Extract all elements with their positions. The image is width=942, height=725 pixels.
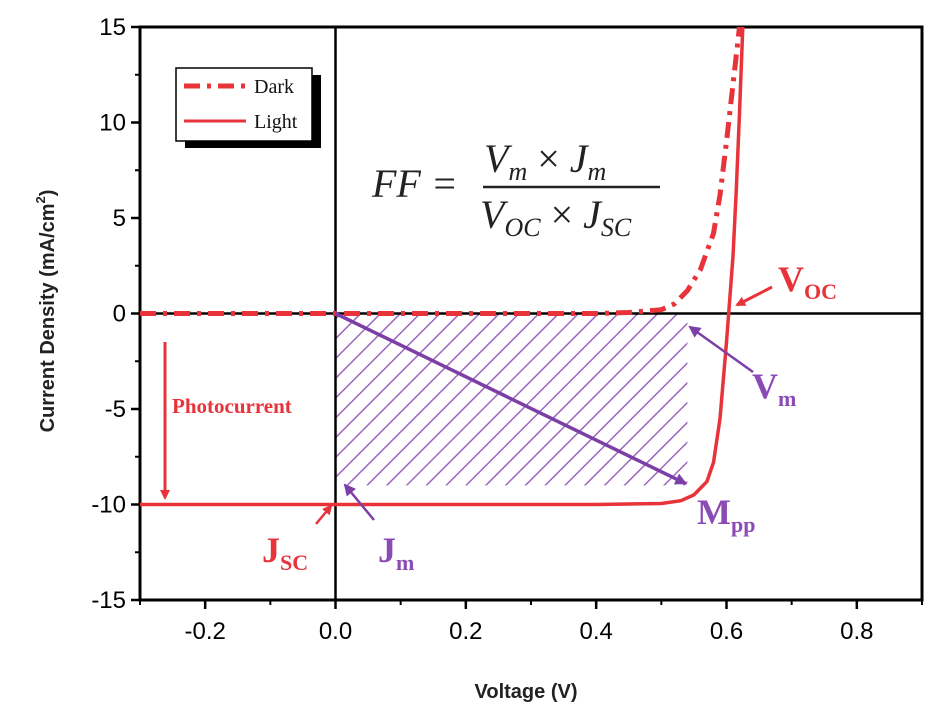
y-tick-label: 15 xyxy=(99,14,126,41)
series-dark-line xyxy=(140,26,742,316)
voc-pointer-arrow xyxy=(735,285,773,307)
photocurrent-label: Photocurrent xyxy=(172,394,292,418)
formula-numerator: Vm × Jm xyxy=(484,136,606,186)
y-tick-label: 10 xyxy=(99,110,126,137)
legend-dark-label: Dark xyxy=(254,76,294,98)
legend-light-label: Light xyxy=(254,111,298,133)
y-tick-label: -15 xyxy=(91,587,126,614)
x-tick-label: 0.2 xyxy=(449,618,482,645)
jsc-label: JSC xyxy=(262,530,308,575)
jm-label: Jm xyxy=(378,530,414,575)
x-tick-label: 0.4 xyxy=(579,618,612,645)
jsc-pointer-arrow xyxy=(315,504,333,525)
axis-ticks: -0.2 0.0 0.2 0.4 0.6 0.8 15 10 5 0 -5 -10 -15 xyxy=(91,14,923,645)
mpp-label: Mpp xyxy=(697,492,755,537)
formula-denominator: VOC × JSC xyxy=(480,192,632,242)
fill-factor-formula: FF = Vm × Jm VOC × JSC xyxy=(371,136,660,242)
y-tick-label: -5 xyxy=(105,396,126,423)
vm-label: Vm xyxy=(752,366,796,411)
vm-pointer-arrow xyxy=(688,325,754,374)
y-axis-title: Current Density (mA/cm2) xyxy=(33,190,59,433)
x-tick-label: 0.6 xyxy=(710,618,743,645)
svg-text:FF =: FF = xyxy=(371,161,458,206)
x-tick-label: -0.2 xyxy=(184,618,225,645)
voc-label: VOC xyxy=(778,259,837,304)
x-tick-label: 0.0 xyxy=(319,618,352,645)
y-tick-label: 0 xyxy=(113,301,126,328)
mpp-diagonal-arrow xyxy=(334,311,688,485)
series-light-line xyxy=(140,26,745,507)
legend: Dark Light xyxy=(175,67,321,148)
y-tick-label: -10 xyxy=(91,492,126,519)
jm-pointer-arrow xyxy=(343,483,375,521)
x-axis-title: Voltage (V) xyxy=(475,681,578,703)
x-tick-label: 0.8 xyxy=(840,618,873,645)
y-tick-label: 5 xyxy=(113,205,126,232)
